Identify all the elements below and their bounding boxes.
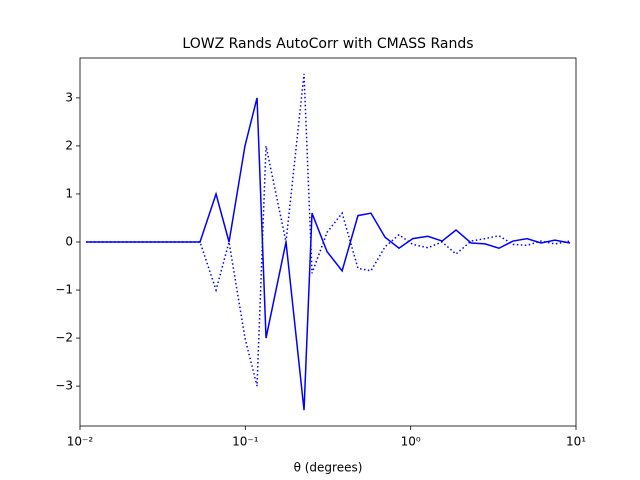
y-tick-label: 1 [65, 186, 73, 200]
x-tick-label: 10⁻¹ [232, 435, 259, 449]
y-tick-label: −3 [55, 379, 73, 393]
plot-frame [79, 57, 577, 427]
y-tick-label: −2 [55, 331, 73, 345]
y-tick-label: −1 [55, 283, 73, 297]
y-tick-label: 3 [65, 90, 73, 104]
x-tick-label: 10⁻² [67, 435, 94, 449]
chart-title: LOWZ Rands AutoCorr with CMASS Rands [182, 36, 473, 52]
data-line [85, 73, 571, 387]
y-tick-label: 0 [65, 235, 73, 249]
x-axis-label: θ (degrees) [294, 461, 363, 475]
x-tick-label: 10¹ [566, 435, 586, 449]
x-tick-label: 10⁰ [401, 435, 421, 449]
y-tick-label: 2 [65, 138, 73, 152]
